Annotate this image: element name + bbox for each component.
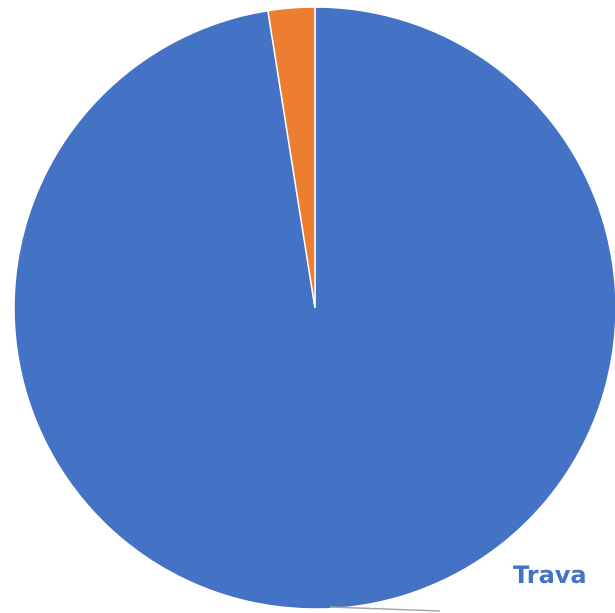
pie-slices xyxy=(13,6,615,610)
slice-leader-line xyxy=(329,606,441,612)
pie-slice-1 xyxy=(267,6,316,309)
slice-label-trava: Trava xyxy=(513,561,587,589)
